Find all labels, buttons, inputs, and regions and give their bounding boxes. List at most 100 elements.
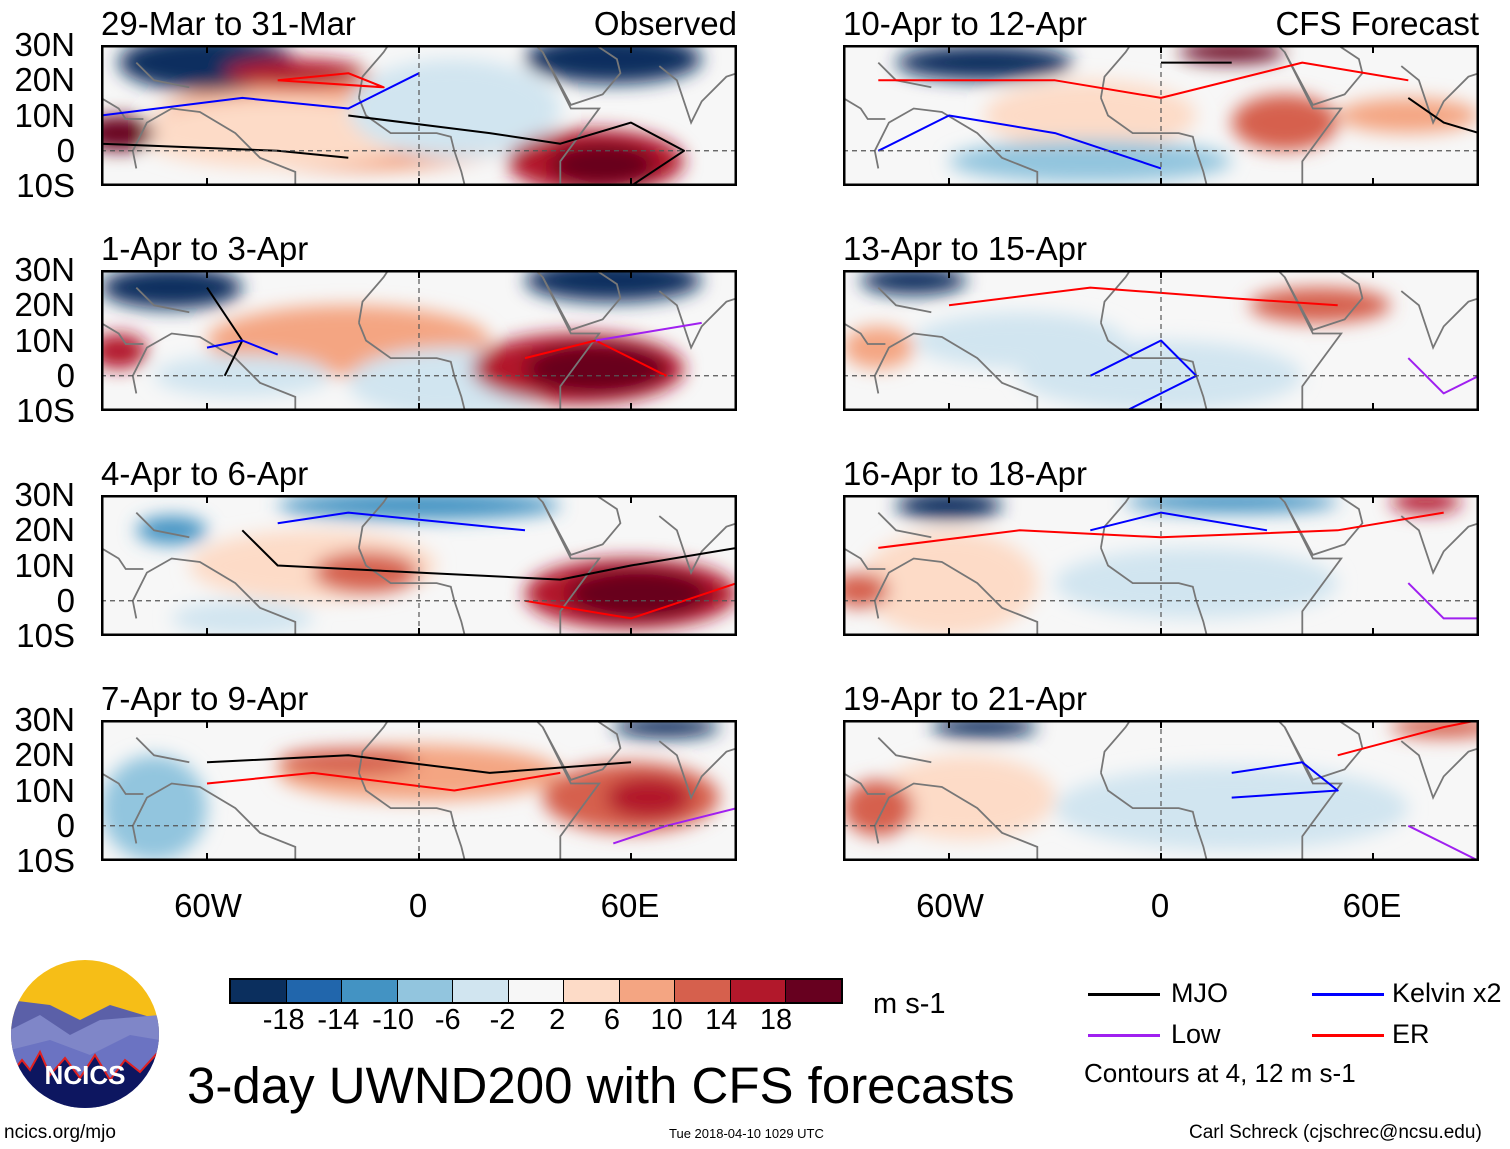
wind-anomaly-region (606, 776, 692, 819)
colorbar-swatch (397, 980, 453, 1002)
wind-anomaly-region (171, 600, 313, 636)
coastline (135, 736, 190, 764)
x-tick-60w-right: 60W (916, 887, 984, 924)
wind-anomaly-region (224, 59, 366, 88)
coastline (358, 772, 466, 861)
coastline (101, 547, 144, 570)
panel-title: 29-Mar to 31-Mar (101, 5, 356, 42)
colorbar-label: -10 (372, 1004, 415, 1036)
coastline (1100, 547, 1208, 636)
coastline (131, 107, 297, 186)
y-tick-label: 30N (14, 701, 75, 738)
wind-anomaly-region (1337, 97, 1479, 134)
coastline (131, 557, 297, 636)
coastline (1283, 495, 1364, 556)
map-panel (843, 45, 1479, 186)
wind-anomaly-region (896, 45, 1073, 81)
coastline (1400, 65, 1479, 125)
legend-low-line (1088, 1034, 1160, 1037)
coastline (843, 547, 886, 570)
colorbar-swatch (619, 980, 675, 1002)
colorbar-label: 2 (549, 1004, 566, 1036)
coastline (1400, 740, 1479, 800)
y-tick-label: 20N (14, 511, 75, 549)
legend-er-label: ER (1392, 1019, 1430, 1049)
wind-anomaly-region (1231, 94, 1338, 151)
wind-anomaly-region (843, 326, 914, 369)
y-tick-label: 10S (16, 167, 75, 204)
coastline (534, 495, 601, 636)
coastline (658, 515, 737, 575)
coastline (877, 511, 932, 539)
map-panel (101, 720, 737, 861)
legend-kelvin-line (1312, 993, 1384, 996)
colorbar (229, 978, 843, 1004)
coastline (877, 736, 932, 764)
wind-anomaly-region (843, 572, 889, 608)
colorbar-swatch (453, 980, 509, 1002)
panel-tag: CFS Forecast (1275, 5, 1479, 42)
coastline (135, 61, 190, 89)
logo-text: NCICS (45, 1060, 126, 1090)
y-tick-label: 10N (14, 96, 75, 134)
y-tick-label: 20N (14, 286, 75, 324)
wind-anomaly-region (1178, 45, 1285, 63)
colorbar-label: -14 (317, 1004, 360, 1036)
wind-anomaly-region (878, 755, 1055, 840)
coastline (135, 286, 190, 314)
contour-line (206, 339, 279, 356)
contour-line (101, 72, 420, 117)
coastline (1100, 772, 1208, 861)
contour-line (101, 142, 349, 159)
y-tick-label: 20N (14, 61, 75, 99)
coastline (1100, 97, 1208, 186)
map-panel (843, 270, 1479, 411)
contour-line (878, 61, 1409, 99)
contour-line (1231, 761, 1339, 799)
coastline (541, 720, 622, 781)
y-tick-label: 10N (14, 546, 75, 584)
coastline (658, 290, 737, 350)
colorbar-label: 14 (705, 1004, 738, 1036)
colorbar-swatch (786, 980, 841, 1002)
y-tick-label: 30N (14, 476, 75, 513)
footer-url: ncics.org/mjo (4, 1122, 116, 1143)
figure-title: 3-day UWND200 with CFS forecasts (187, 1057, 1015, 1114)
x-tick-0-right: 0 (1150, 887, 1170, 924)
coastline (1283, 270, 1364, 331)
coastline (541, 270, 622, 331)
coastline (1276, 270, 1343, 411)
wind-anomaly-region (101, 270, 243, 309)
y-tick-label: 30N (14, 26, 75, 63)
panel-title: 16-Apr to 18-Apr (843, 455, 1087, 492)
coastline (1283, 720, 1364, 781)
colorbar-label: -18 (262, 1004, 305, 1036)
contour-line (241, 529, 737, 581)
coastline (101, 772, 144, 795)
y-tick-label: 10S (16, 842, 75, 879)
panel-title: 1-Apr to 3-Apr (101, 230, 309, 267)
contour-line (612, 807, 737, 845)
contour-line (1407, 582, 1479, 620)
wind-anomaly-region (525, 344, 667, 394)
y-tick-label: 20N (14, 736, 75, 774)
coastline (1276, 45, 1343, 186)
x-tick-60e: 60E (600, 887, 660, 924)
y-tick-label: 10S (16, 617, 75, 654)
coastline (131, 782, 297, 861)
coastline (843, 322, 886, 345)
wind-anomaly-region (101, 755, 207, 861)
wind-anomaly-region (277, 748, 419, 777)
coastline (877, 286, 932, 314)
wind-anomaly-region (613, 720, 720, 738)
map-panel (101, 495, 737, 636)
coastline (131, 332, 297, 411)
colorbar-units: m s-1 (873, 988, 946, 1020)
wind-anomaly-region (1055, 547, 1338, 619)
y-tick-label: 10S (16, 392, 75, 429)
panel-title: 19-Apr to 21-Apr (843, 680, 1087, 717)
coastline (135, 511, 190, 539)
y-tick-label: 10N (14, 321, 75, 359)
y-tick-label: 30N (14, 251, 75, 288)
